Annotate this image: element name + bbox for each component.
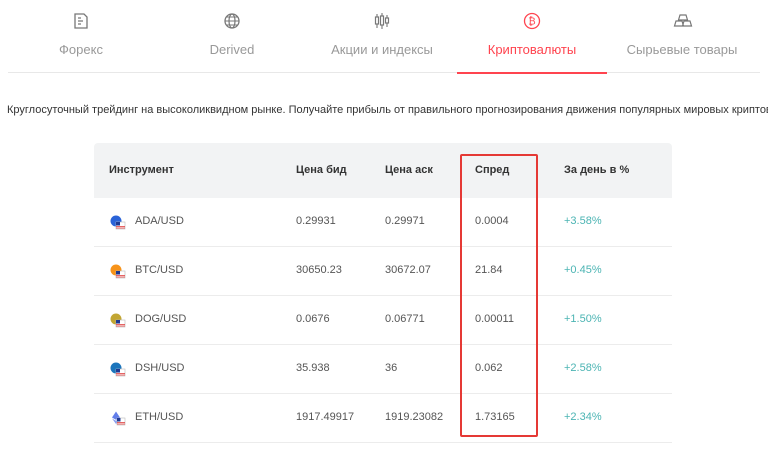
- table-header: Инструмент Цена бид Цена аск Спред За де…: [94, 143, 672, 198]
- instrument-symbol: ETH/USD: [135, 411, 184, 423]
- ask-price: 36: [385, 362, 398, 374]
- ask-price: 0.06771: [385, 313, 425, 325]
- tab-label: Криптовалюты: [487, 42, 577, 57]
- daily-change: +0.45%: [564, 264, 602, 276]
- ask-price: 0.29971: [385, 215, 425, 227]
- globe-icon: [223, 12, 241, 30]
- tab-label: Форекс: [59, 42, 103, 57]
- tab-forex[interactable]: Форекс: [33, 0, 129, 73]
- tab-stocks-indices[interactable]: Акции и индексы: [326, 0, 438, 73]
- ask-price: 30672.07: [385, 264, 431, 276]
- daily-change: +3.58%: [564, 215, 602, 227]
- spread-value: 0.0004: [475, 215, 509, 227]
- instrument-symbol: BTC/USD: [135, 264, 184, 276]
- bid-price: 1917.49917: [296, 411, 355, 423]
- btc-usd-icon: [109, 263, 126, 280]
- header-instrument: Инструмент: [109, 164, 174, 176]
- instrument-symbol: DSH/USD: [135, 362, 185, 374]
- spread-value: 21.84: [475, 264, 503, 276]
- active-tab-underline: [457, 72, 607, 74]
- spread-value: 1.73165: [475, 411, 515, 423]
- tab-label: Derived: [209, 42, 255, 57]
- dsh-usd-icon: [109, 361, 126, 378]
- bid-price: 35.938: [296, 362, 330, 374]
- eth-usd-icon: [109, 410, 126, 427]
- ada-usd-icon: [109, 214, 126, 231]
- tab-derived[interactable]: Derived: [184, 0, 280, 73]
- spread-value: 0.062: [475, 362, 503, 374]
- tab-commodities[interactable]: Сырьевые товары: [624, 0, 740, 73]
- daily-change: +2.34%: [564, 411, 602, 423]
- dog-usd-icon: [109, 312, 126, 329]
- daily-change: +1.50%: [564, 313, 602, 325]
- market-tabs: Форекс Derived Ак: [8, 0, 760, 74]
- daily-change: +2.58%: [564, 362, 602, 374]
- bid-price: 30650.23: [296, 264, 342, 276]
- instrument-symbol: ADA/USD: [135, 215, 184, 227]
- header-change: За день в %: [564, 164, 630, 176]
- bid-price: 0.0676: [296, 313, 330, 325]
- table-row[interactable]: DOG/USD 0.0676 0.06771 0.00011 +1.50%: [94, 296, 672, 345]
- instrument-symbol: DOG/USD: [135, 313, 187, 325]
- tab-crypto[interactable]: ₿ Криптовалюты: [457, 0, 607, 74]
- bid-price: 0.29931: [296, 215, 336, 227]
- table-row[interactable]: BTC/USD 30650.23 30672.07 21.84 +0.45%: [94, 247, 672, 296]
- header-ask: Цена аск: [385, 164, 433, 176]
- tab-label: Акции и индексы: [331, 42, 433, 57]
- header-bid: Цена бид: [296, 164, 347, 176]
- gold-bars-icon: [673, 12, 693, 30]
- table-row[interactable]: ETH/USD 1917.49917 1919.23082 1.73165 +2…: [94, 394, 672, 443]
- tab-label: Сырьевые товары: [626, 42, 738, 57]
- table-row[interactable]: DSH/USD 35.938 36 0.062 +2.58%: [94, 345, 672, 394]
- table-row[interactable]: ADA/USD 0.29931 0.29971 0.0004 +3.58%: [94, 198, 672, 247]
- bitcoin-icon: ₿: [523, 12, 541, 30]
- intro-text: Круглосуточный трейдинг на высоколиквидн…: [7, 104, 768, 116]
- forex-icon: [72, 12, 90, 30]
- header-spread: Спред: [475, 164, 510, 176]
- spread-value: 0.00011: [475, 313, 514, 325]
- candlestick-icon: [373, 12, 391, 30]
- crypto-price-table: Инструмент Цена бид Цена аск Спред За де…: [94, 143, 672, 449]
- svg-text:₿: ₿: [528, 16, 535, 28]
- ask-price: 1919.23082: [385, 411, 444, 423]
